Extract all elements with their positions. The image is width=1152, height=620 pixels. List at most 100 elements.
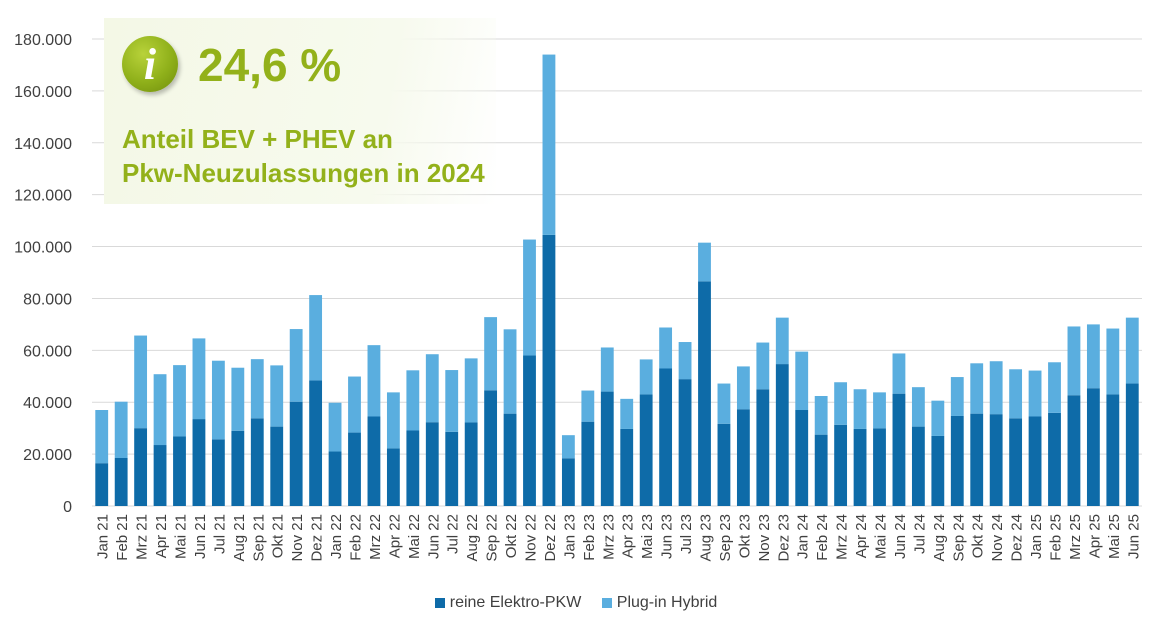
bar-segment-phev [542, 54, 556, 235]
bar-segment-phev [503, 329, 517, 414]
bar-segment-phev [756, 342, 770, 390]
x-tick-label: Okt 22 [503, 514, 520, 558]
x-tick-label: Jun 22 [425, 514, 442, 559]
bar-segment-bev [1028, 416, 1042, 506]
bar-segment-phev [1106, 328, 1120, 395]
bar-segment-bev [328, 451, 342, 506]
bar-segment-phev [328, 402, 342, 452]
x-tick-label: Jul 24 [911, 514, 928, 554]
x-tick-label: Jan 25 [1028, 514, 1045, 559]
bar-segment-bev [795, 410, 809, 506]
bar-segment-phev [717, 383, 731, 424]
legend-item-bev: reine Elektro-PKW [434, 594, 581, 612]
bar-segment-phev [406, 370, 420, 431]
bar-segment-phev [950, 377, 964, 416]
bar-segment-phev [736, 366, 750, 410]
bar-segment-bev [814, 434, 828, 506]
bar-segment-bev [639, 394, 653, 506]
bar-segment-phev [698, 242, 711, 282]
x-tick-label: Jun 21 [192, 514, 209, 559]
bar-segment-bev [659, 368, 673, 506]
bar-segment-bev [1125, 383, 1139, 506]
bar-segment-bev [873, 428, 886, 506]
legend-item-phev: Plug-in Hybrid [601, 594, 717, 612]
y-tick-label: 140.000 [14, 136, 72, 153]
x-tick-label: Dez 24 [1009, 514, 1026, 562]
highlight-text-line-1: Anteil BEV + PHEV an [122, 124, 393, 154]
bar-segment-phev [561, 435, 575, 459]
y-tick-label: 20.000 [23, 447, 72, 464]
bar-segment-bev [134, 428, 148, 506]
y-tick-label: 0 [63, 499, 72, 516]
bar-segment-phev [1125, 317, 1139, 384]
bar-segment-bev [911, 426, 925, 506]
bar-segment-phev [795, 351, 809, 411]
x-tick-label: Jul 21 [211, 514, 228, 554]
x-tick-label: Mrz 21 [134, 514, 151, 560]
bar-segment-phev [425, 354, 439, 423]
x-tick-label: Mai 23 [639, 514, 656, 559]
bar-segment-phev [834, 382, 848, 425]
x-tick-label: Mrz 23 [600, 514, 617, 560]
y-tick-label: 180.000 [14, 32, 72, 49]
info-icon: i [122, 36, 178, 92]
x-tick-label: Nov 21 [289, 514, 306, 562]
bar-segment-phev [348, 376, 361, 433]
legend-swatch-phev [601, 597, 612, 608]
x-tick-label: Jan 24 [795, 514, 812, 559]
x-tick-label: Apr 22 [386, 514, 403, 558]
legend-swatch-bev [434, 597, 445, 608]
y-tick-label: 120.000 [14, 188, 72, 205]
x-tick-label: Feb 24 [814, 514, 831, 561]
x-tick-label: Dez 21 [309, 514, 326, 562]
bar-segment-phev [464, 358, 478, 423]
bar-segment-phev [1048, 362, 1061, 413]
x-tick-label: Apr 21 [153, 514, 170, 558]
bar-segment-phev [1009, 369, 1023, 419]
bar-segment-phev [445, 370, 459, 432]
bar-segment-bev [717, 423, 731, 506]
bar-segment-phev [1086, 324, 1100, 389]
x-tick-label: Sep 21 [250, 514, 267, 562]
x-tick-label: Jul 23 [678, 514, 695, 554]
bar-segment-phev [270, 365, 284, 427]
bar-segment-bev [445, 431, 459, 506]
bar-segment-bev [270, 426, 284, 506]
x-tick-label: Feb 25 [1048, 514, 1065, 561]
bar-segment-phev [211, 360, 225, 440]
x-tick-label: Mai 22 [406, 514, 423, 559]
bar-segment-bev [542, 234, 556, 506]
highlight-value: 24,6 % [198, 39, 342, 91]
x-tick-label: Mai 24 [873, 514, 890, 559]
bar-segment-bev [192, 419, 206, 506]
bar-segment-bev [1086, 388, 1100, 506]
bar-segment-bev [348, 432, 361, 506]
bar-segment-phev [231, 367, 245, 431]
bar-segment-bev [989, 414, 1003, 506]
bar-segment-phev [620, 398, 634, 429]
x-tick-label: Jul 22 [445, 514, 462, 554]
bar-segment-phev [970, 363, 984, 414]
x-tick-label: Apr 23 [620, 514, 637, 558]
bar-segment-phev [775, 317, 789, 365]
bar-segment-phev [853, 389, 867, 429]
x-tick-label: Feb 22 [348, 514, 365, 561]
bar-segment-phev [931, 400, 945, 436]
x-tick-label: Sep 22 [484, 514, 501, 562]
bar-segment-bev [406, 430, 420, 506]
bar-segment-bev [95, 463, 109, 506]
bar-segment-bev [892, 393, 906, 506]
x-tick-label: Nov 24 [989, 514, 1006, 562]
x-tick-label: Okt 23 [736, 514, 753, 558]
x-tick-label: Dez 23 [775, 514, 792, 562]
bar-segment-bev [561, 458, 575, 506]
x-tick-label: Dez 22 [542, 514, 559, 562]
bar-segment-bev [425, 422, 439, 506]
bar-segment-bev [484, 390, 498, 506]
x-tick-label: Jun 23 [659, 514, 676, 559]
legend: reine Elektro-PKW Plug-in Hybrid [0, 594, 1152, 612]
bar-segment-bev [231, 430, 245, 506]
x-tick-label: Apr 24 [853, 514, 870, 558]
x-tick-label: Jun 24 [892, 514, 909, 559]
bar-segment-bev [736, 409, 750, 506]
